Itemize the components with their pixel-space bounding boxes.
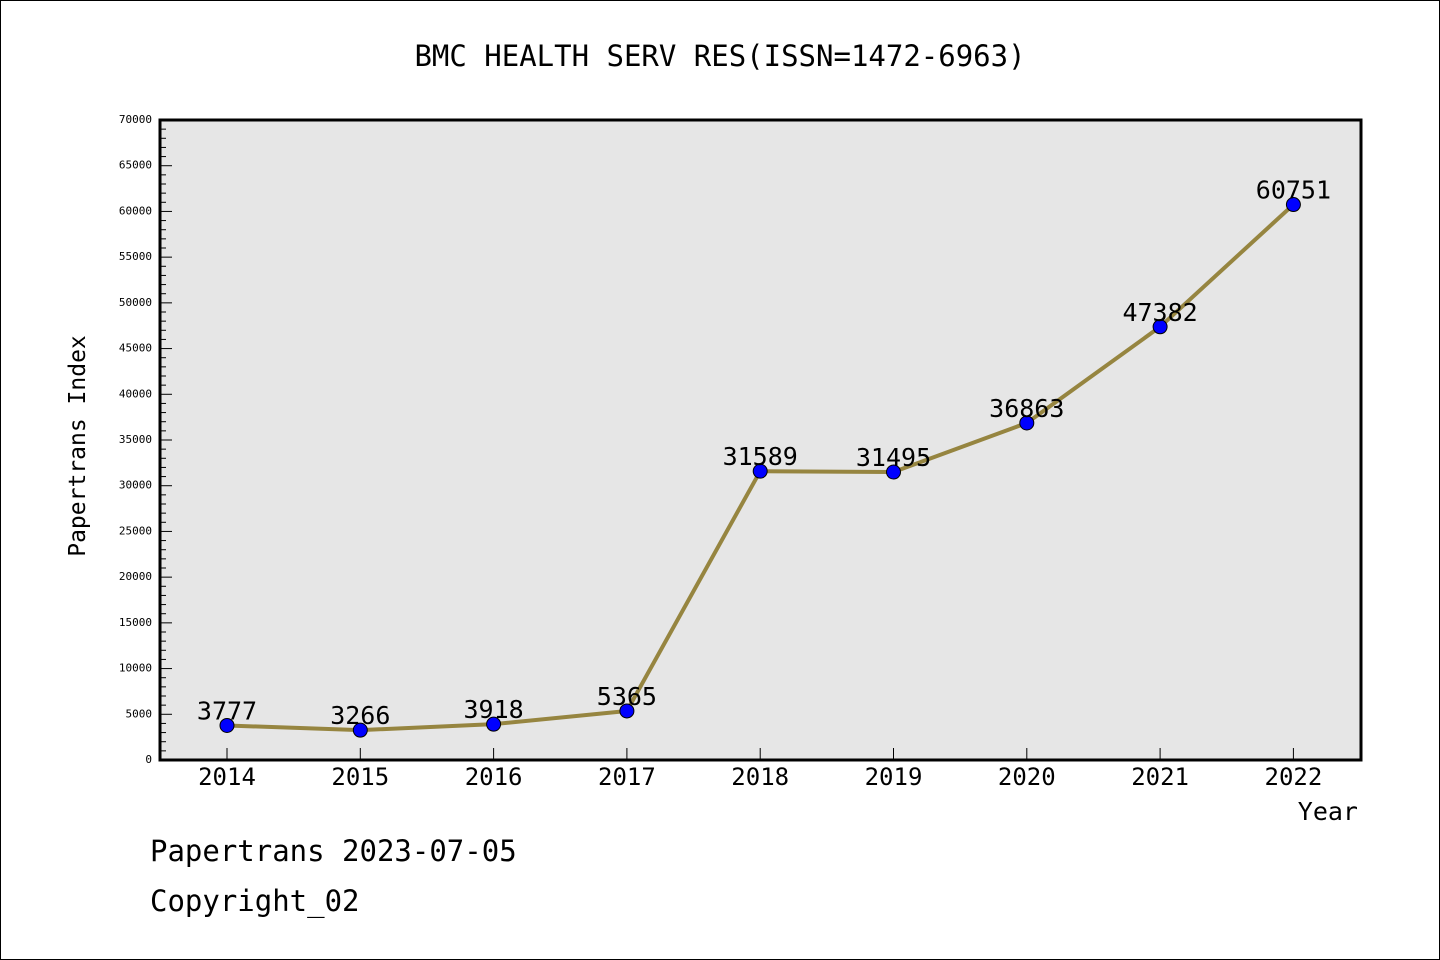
x-tick-label: 2020 <box>998 763 1056 791</box>
x-axis-label: Year <box>1298 797 1358 826</box>
data-point-marker <box>1285 197 1301 213</box>
data-label: 47382 <box>1122 298 1197 327</box>
y-tick-label: 5000 <box>126 707 153 720</box>
footer-copyright-line: Copyright_02 <box>150 884 360 918</box>
data-label: 31495 <box>856 443 931 472</box>
y-axis: 0 5000 10000 15000 20000 25000 30000 35000 40000… <box>119 113 172 766</box>
y-tick-label: 15000 <box>119 616 152 629</box>
x-tick-label: 2017 <box>598 763 656 791</box>
x-tick-label: 2022 <box>1265 763 1323 791</box>
y-axis-label: Papertrans Index <box>65 335 91 557</box>
marker-group <box>219 197 1301 738</box>
x-tick-label: 2019 <box>865 763 923 791</box>
x-tick-label: 2015 <box>331 763 389 791</box>
x-axis: 2014 2015 2016 2017 2018 2019 2020 2021 2022 <box>198 748 1322 791</box>
y-tick-label: 65000 <box>119 159 152 172</box>
data-label: 3918 <box>463 695 523 724</box>
data-label-group: 3777 3266 3918 5365 31589 31495 36863 47382 6075… <box>197 176 1331 731</box>
data-point-marker <box>752 463 768 479</box>
y-tick-label: 25000 <box>119 524 152 537</box>
x-tick-label: 2018 <box>731 763 789 791</box>
data-label: 31589 <box>723 442 798 471</box>
x-tick-label: 2016 <box>465 763 523 791</box>
y-tick-label: 30000 <box>119 479 152 492</box>
data-label: 60751 <box>1256 176 1331 205</box>
chart-title: BMC HEALTH SERV RES(ISSN=1472-6963) <box>414 39 1025 73</box>
data-point-marker <box>486 716 502 732</box>
data-point-marker <box>619 703 635 719</box>
data-point-marker <box>352 722 368 738</box>
x-tick-label: 2014 <box>198 763 256 791</box>
footer-date-line: Papertrans 2023-07-05 <box>150 834 517 868</box>
y-tick-label: 10000 <box>119 662 152 675</box>
data-point-marker <box>1019 415 1035 431</box>
data-label: 5365 <box>597 682 657 711</box>
y-tick-label: 20000 <box>119 570 152 583</box>
data-label: 3266 <box>330 701 390 730</box>
x-tick-label: 2021 <box>1131 763 1189 791</box>
y-tick-label: 50000 <box>119 296 152 309</box>
y-tick-label: 45000 <box>119 342 152 355</box>
y-tick-label: 0 <box>145 753 152 766</box>
data-point-marker <box>219 717 235 733</box>
data-point-marker <box>1152 319 1168 335</box>
data-label: 36863 <box>989 394 1064 423</box>
y-tick-label: 60000 <box>119 204 152 217</box>
data-point-marker <box>886 464 901 480</box>
y-tick-label: 40000 <box>119 387 152 400</box>
plot-area <box>158 118 1363 762</box>
y-tick-label: 55000 <box>119 250 152 263</box>
y-tick-label: 35000 <box>119 433 152 446</box>
y-tick-label: 70000 <box>119 113 152 126</box>
data-label: 3777 <box>197 696 257 725</box>
